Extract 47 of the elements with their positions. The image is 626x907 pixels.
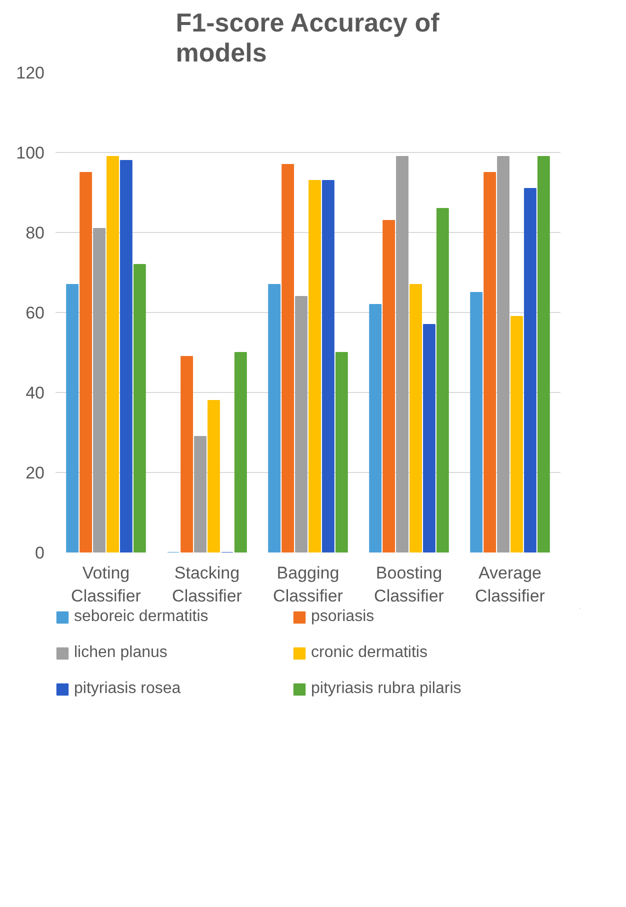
y-tick-label: 0 (35, 544, 45, 562)
bar (322, 180, 334, 552)
x-tick-label: Boosting Classifier (374, 564, 444, 606)
bar (66, 284, 79, 552)
bar (133, 264, 146, 552)
legend-label: seboreic dermatitis (74, 608, 210, 626)
bar (295, 296, 308, 552)
legend-label: pityriasis rubra pilaris (311, 680, 462, 698)
bar (93, 228, 106, 552)
bar (410, 284, 422, 552)
y-tick-label: 120 (16, 64, 45, 82)
y-tick-label: 60 (26, 304, 45, 322)
bar (120, 160, 132, 552)
bar (369, 304, 382, 552)
y-tick-label: 100 (16, 144, 45, 162)
bar (396, 156, 408, 552)
legend-label: cronic dermatitis (311, 644, 428, 662)
x-tick-label: Voting Classifier (71, 564, 142, 606)
y-tick-label: 20 (26, 464, 45, 482)
legend-label: lichen planus (74, 644, 168, 662)
bar (382, 220, 396, 552)
bar (180, 356, 194, 552)
bar (510, 316, 523, 552)
bar (106, 156, 119, 552)
bar (282, 164, 294, 552)
y-tick-label: 40 (26, 384, 45, 402)
chart-title: F1-score Accuracy of models (176, 8, 440, 68)
bar (537, 156, 550, 552)
bar (335, 352, 348, 552)
bar (497, 156, 510, 552)
bar (524, 188, 536, 552)
bar (484, 172, 496, 552)
x-tick-label: Bagging Classifier (273, 564, 344, 606)
legend-label: pityriasis rosea (74, 680, 182, 698)
bar (470, 292, 483, 552)
bar (80, 172, 92, 552)
bar (422, 324, 436, 552)
bar (194, 436, 206, 552)
x-tick-label: Average Classifier (475, 564, 546, 606)
x-tick-label: Stacking Classifier (172, 564, 242, 606)
y-tick-label: 80 (26, 224, 45, 242)
bar (436, 208, 449, 552)
bar (268, 284, 281, 552)
bar (234, 352, 247, 552)
bar (308, 180, 321, 552)
legend-label: psoriasis (311, 608, 376, 626)
bar (208, 400, 220, 552)
